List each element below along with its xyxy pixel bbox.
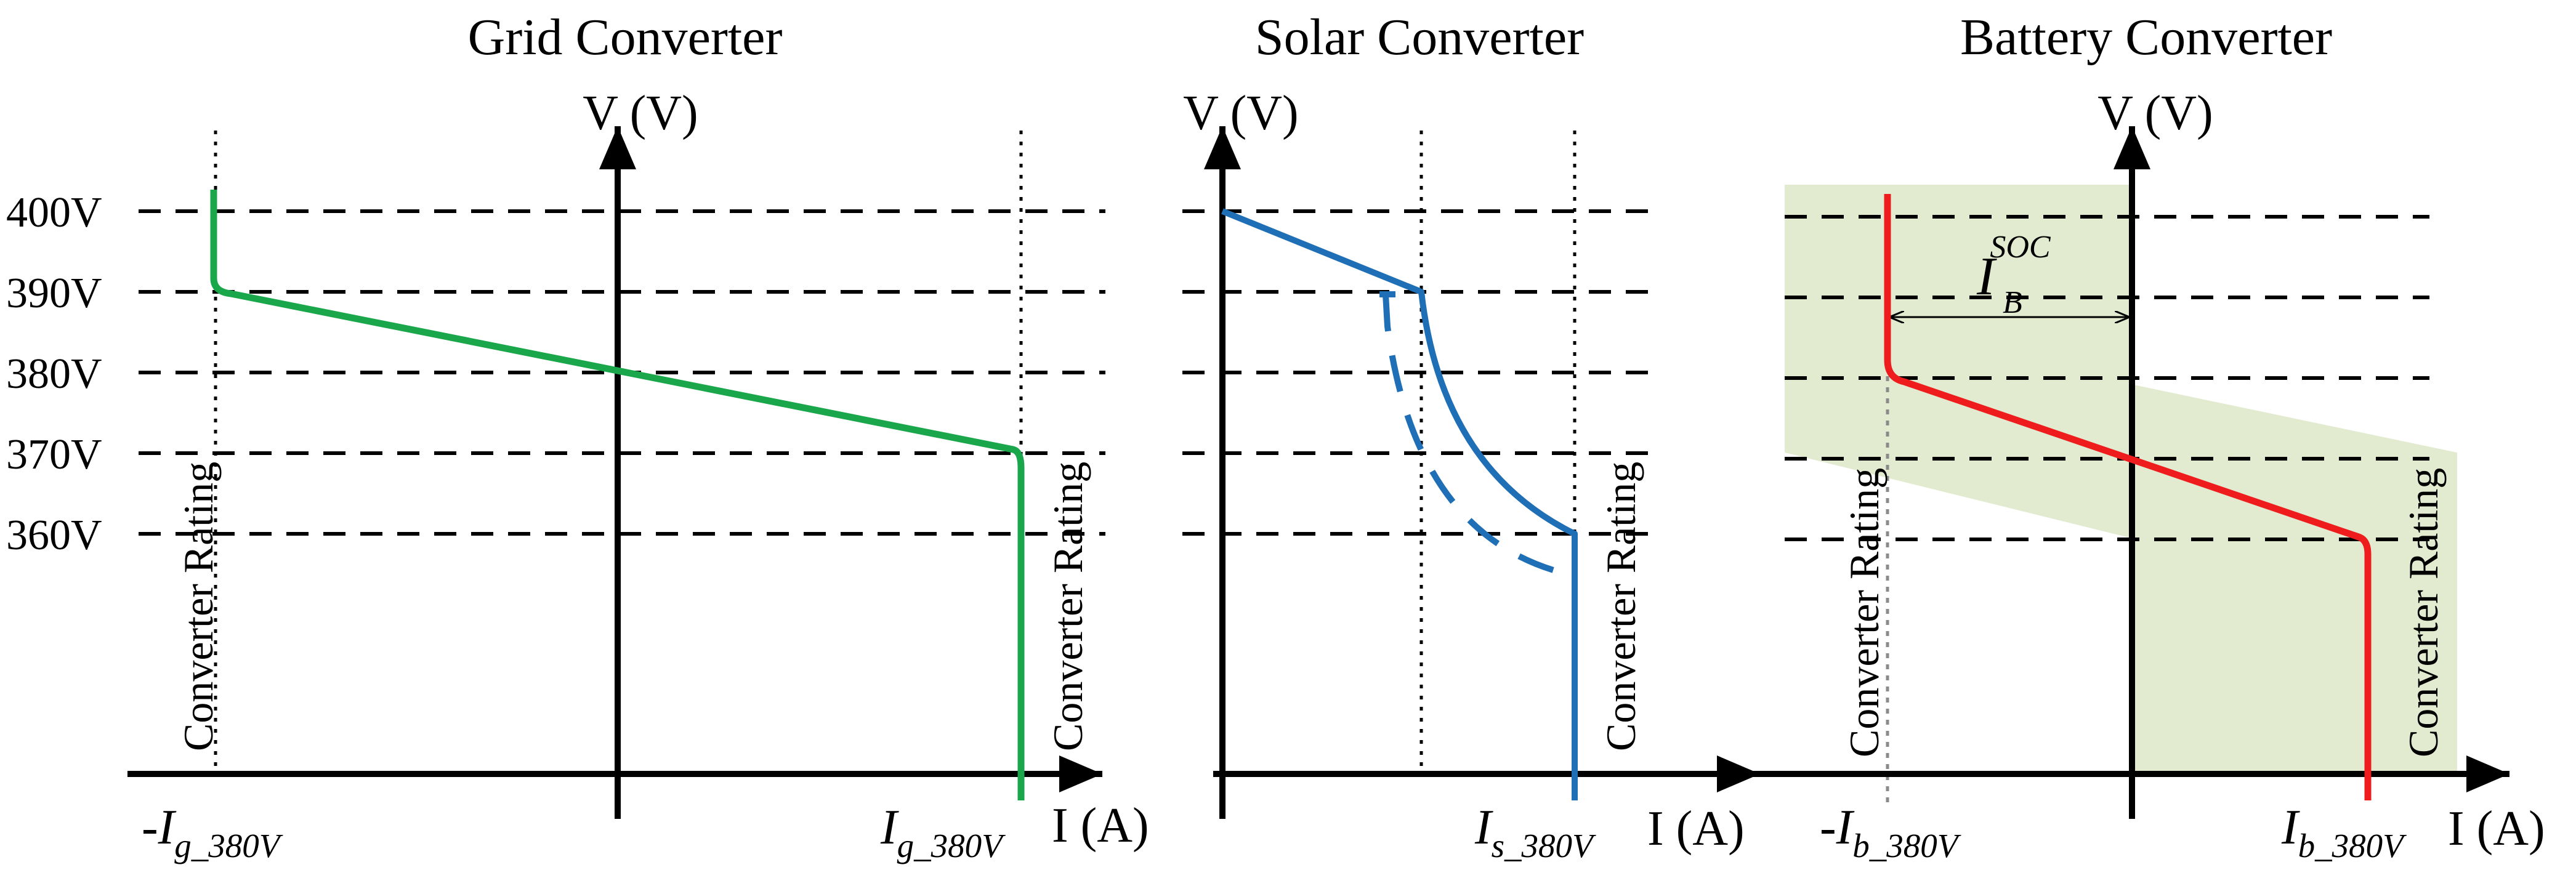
tick-400v: 400V: [6, 189, 102, 236]
grid-pos-main: I: [880, 800, 899, 855]
tick-370v: 370V: [6, 431, 102, 478]
solar-mppt-curve: [1221, 208, 1578, 800]
grid-pos-sub: g_380V: [897, 827, 1006, 864]
solar-voltage-levels: [1182, 209, 1650, 536]
grid-title: Grid Converter: [468, 9, 783, 66]
solar-rating-label: Converter Rating: [1597, 462, 1644, 751]
grid-neg-current-label: -Ig_380V: [142, 800, 283, 864]
solar-panel: Solar Converter Converter Rating V (V) I…: [1182, 9, 1760, 864]
tick-380v: 380V: [6, 350, 102, 398]
battery-voltage-axis-label: V (V): [2098, 86, 2213, 140]
battery-current-axis-label: I (A): [2448, 802, 2545, 856]
grid-pos-current-label: Ig_380V: [880, 800, 1006, 864]
grid-neg-sub: g_380V: [174, 827, 283, 864]
solar-current-axis-label: I (A): [1647, 802, 1745, 856]
grid-neg-main: I: [158, 800, 177, 855]
battery-pos-sub: b_380V: [2298, 827, 2407, 864]
grid-panel: Grid Converter 400V 390V 380V 370V 360V …: [6, 9, 1149, 864]
grid-neg-prefix: -: [142, 800, 158, 855]
solar-voltage-axis-label: V (V): [1183, 86, 1298, 140]
battery-neg-main: I: [1836, 800, 1855, 855]
solar-current-label: Is_380V: [1474, 800, 1596, 864]
solar-sub: s_380V: [1492, 827, 1596, 864]
tick-390v: 390V: [6, 270, 102, 317]
grid-voltage-tick-labels: 400V 390V 380V 370V 360V: [6, 189, 102, 559]
soc-sup: SOC: [1990, 230, 2051, 265]
solar-main: I: [1474, 800, 1493, 855]
soc-main: I: [1976, 247, 1997, 307]
battery-soc-sub: B: [2003, 285, 2022, 320]
battery-neg-prefix: -: [1820, 800, 1836, 855]
battery-pos-main: I: [2281, 800, 2300, 855]
battery-soc-band: [1785, 185, 2457, 774]
grid-current-axis-label: I (A): [1052, 799, 1149, 853]
grid-voltage-axis-label: V (V): [583, 86, 698, 140]
battery-neg-current-label: -Ib_380V: [1820, 800, 1961, 864]
grid-rating-label-left: Converter Rating: [175, 462, 222, 751]
grid-droop-curve: [210, 190, 1025, 800]
solar-title: Solar Converter: [1255, 9, 1584, 66]
solar-reduced-curve: [1383, 294, 1576, 579]
battery-panel: Battery Converter Converter Rating Conve…: [1758, 9, 2545, 864]
battery-rating-label-right: Converter Rating: [2400, 468, 2447, 757]
battery-neg-sub: b_380V: [1852, 827, 1961, 864]
battery-droop-curve: [1884, 194, 2372, 800]
battery-title: Battery Converter: [1960, 9, 2332, 66]
battery-soc-label: ISOC: [1976, 230, 2051, 307]
battery-voltage-levels: [1785, 215, 2429, 541]
battery-pos-current-label: Ib_380V: [2281, 800, 2407, 864]
battery-rating-label-left: Converter Rating: [1841, 468, 1888, 757]
solar-rating-lines: [1419, 131, 1577, 771]
tick-360v: 360V: [6, 512, 102, 559]
grid-rating-label-right: Converter Rating: [1044, 462, 1091, 751]
